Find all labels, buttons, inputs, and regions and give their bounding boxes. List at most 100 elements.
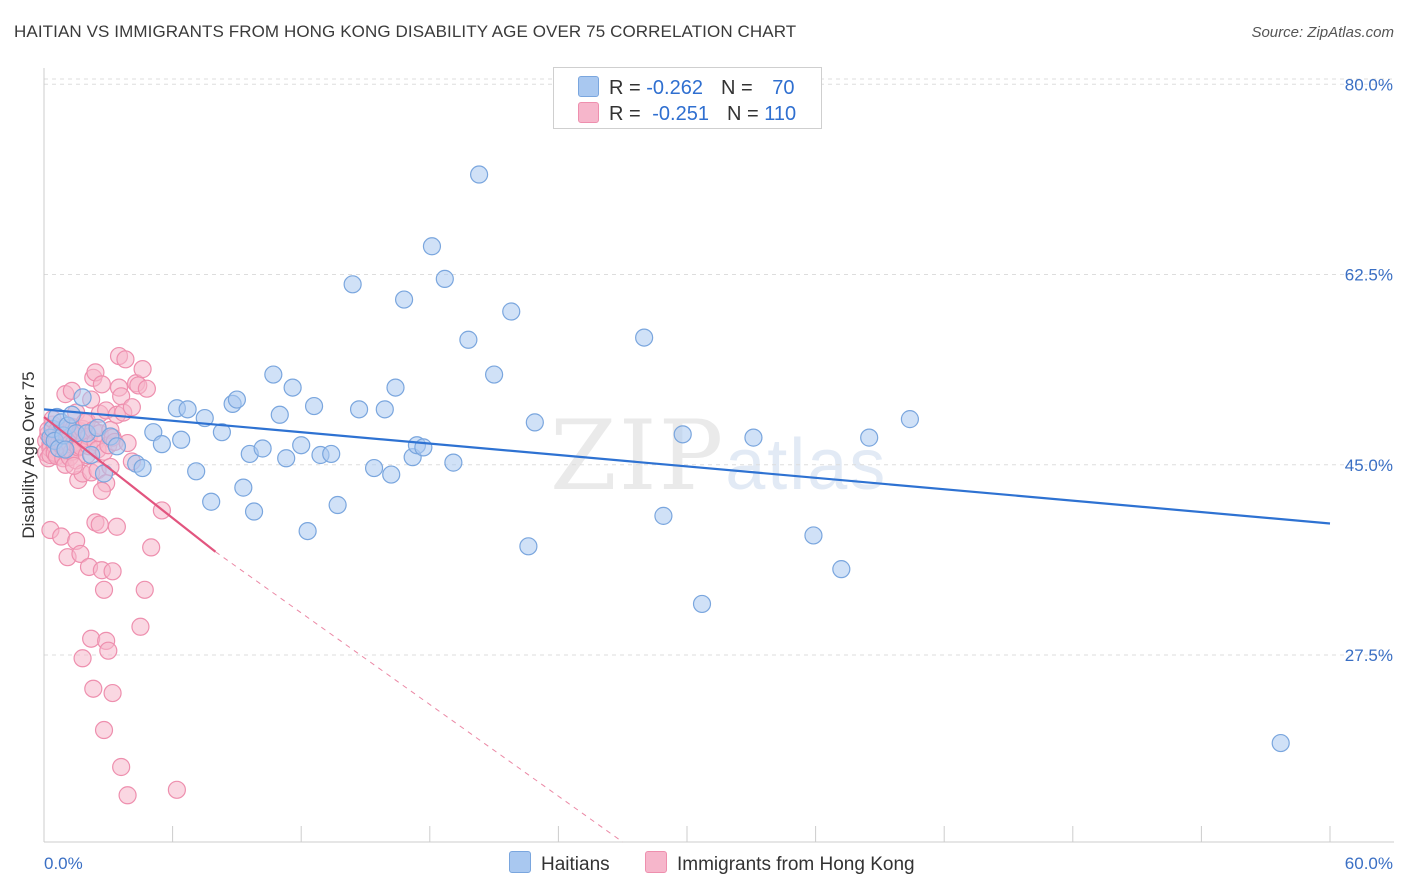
gridlines: [44, 78, 1394, 656]
data-point: [502, 302, 521, 321]
data-point: [137, 379, 156, 398]
legend-r-value: -0.251: [652, 103, 709, 125]
data-point: [52, 527, 71, 546]
data-point: [277, 449, 296, 468]
data-point: [322, 444, 341, 464]
series-legend: Haitians Immigrants from Hong Kong: [0, 851, 1406, 879]
hong-kong-swatch: [645, 851, 667, 873]
trend-line-hong-kong: [43, 416, 217, 553]
data-point: [187, 462, 206, 481]
data-point: [92, 375, 111, 394]
haitians-swatch: [509, 851, 531, 873]
data-point: [328, 495, 347, 515]
trend-lines: [43, 408, 1331, 843]
data-point: [422, 237, 442, 256]
legend-row-hong-kong: R = -0.251 N = 110: [578, 102, 796, 128]
data-point: [525, 413, 544, 432]
data-point: [364, 458, 384, 478]
data-point: [118, 786, 137, 805]
data-point: [283, 378, 302, 397]
data-point: [343, 275, 362, 294]
y-tick-label: 80.0%: [1345, 75, 1393, 94]
legend-n-value: 70: [772, 77, 795, 99]
legend-r-value: -0.262: [646, 77, 703, 99]
data-point: [304, 396, 324, 416]
data-point: [382, 465, 401, 484]
data-point: [73, 649, 92, 668]
y-axis-label: Disability Age Over 75: [19, 371, 38, 538]
data-point: [435, 269, 454, 288]
legend-item-haitians[interactable]: Haitians: [509, 851, 610, 876]
legend-item-label: Immigrants from Hong Kong: [677, 854, 915, 875]
data-point: [94, 720, 114, 740]
data-point: [116, 350, 135, 369]
data-point: [131, 617, 150, 636]
correlation-legend: R = -0.262 N = 70 R = -0.251 N = 110: [553, 67, 822, 129]
data-point: [82, 629, 101, 648]
haitians-swatch: [578, 76, 599, 97]
data-point: [298, 521, 317, 541]
data-point: [152, 435, 171, 454]
data-point: [832, 560, 851, 579]
data-point: [469, 165, 489, 184]
data-point: [142, 538, 161, 557]
legend-item-label: Haitians: [541, 854, 610, 875]
data-point: [227, 390, 246, 409]
data-point: [62, 405, 81, 424]
data-point: [122, 398, 141, 417]
data-point: [444, 453, 463, 472]
hong-kong-swatch: [578, 102, 599, 123]
tick-labels: 80.0% 62.5% 45.0% 27.5% 0.0% 60.0%: [44, 75, 1393, 873]
y-tick-label: 27.5%: [1345, 646, 1393, 665]
data-point: [212, 423, 231, 442]
legend-r-label: R =: [609, 77, 647, 99]
data-point: [386, 378, 405, 397]
data-point: [375, 400, 394, 419]
legend-r-label: R =: [609, 103, 647, 125]
data-point: [107, 437, 126, 456]
data-point: [253, 439, 272, 458]
chart-title: HAITIAN VS IMMIGRANTS FROM HONG KONG DIS…: [14, 22, 797, 41]
data-point: [90, 515, 109, 534]
data-point: [99, 641, 118, 660]
series-haitians-points: [41, 165, 1290, 753]
data-point: [485, 365, 504, 384]
legend-n-label: N =: [726, 103, 765, 125]
data-point: [64, 456, 84, 475]
data-point: [133, 458, 152, 478]
data-point: [519, 537, 538, 556]
data-point: [92, 481, 111, 500]
data-point: [654, 506, 673, 525]
data-point: [804, 526, 823, 545]
data-point: [88, 418, 107, 437]
data-point: [133, 360, 152, 379]
legend-n-label: N =: [720, 77, 759, 99]
legend-item-hong-kong[interactable]: Immigrants from Hong Kong: [645, 851, 915, 876]
x-tick-label: 60.0%: [1345, 854, 1393, 873]
data-point: [73, 388, 92, 407]
data-point: [103, 562, 122, 581]
y-tick-label: 62.5%: [1345, 266, 1393, 285]
data-point: [103, 683, 122, 703]
data-point: [56, 440, 75, 459]
data-point: [202, 492, 221, 511]
data-point: [270, 405, 289, 424]
data-point: [292, 436, 311, 455]
data-point: [84, 679, 103, 698]
data-point: [860, 428, 879, 447]
x-tick-label: 0.0%: [44, 854, 83, 873]
data-point: [244, 502, 264, 521]
data-point: [1271, 733, 1290, 753]
data-point: [135, 580, 154, 599]
data-point: [107, 517, 126, 536]
data-point: [112, 757, 131, 777]
data-point: [459, 330, 478, 349]
data-point: [349, 400, 369, 419]
data-point: [94, 580, 114, 599]
legend-n-value: 110: [764, 103, 797, 125]
legend-row-haitians: R = -0.262 N = 70: [578, 76, 794, 102]
data-point: [635, 328, 654, 347]
data-point: [673, 425, 692, 444]
data-point: [394, 290, 414, 309]
